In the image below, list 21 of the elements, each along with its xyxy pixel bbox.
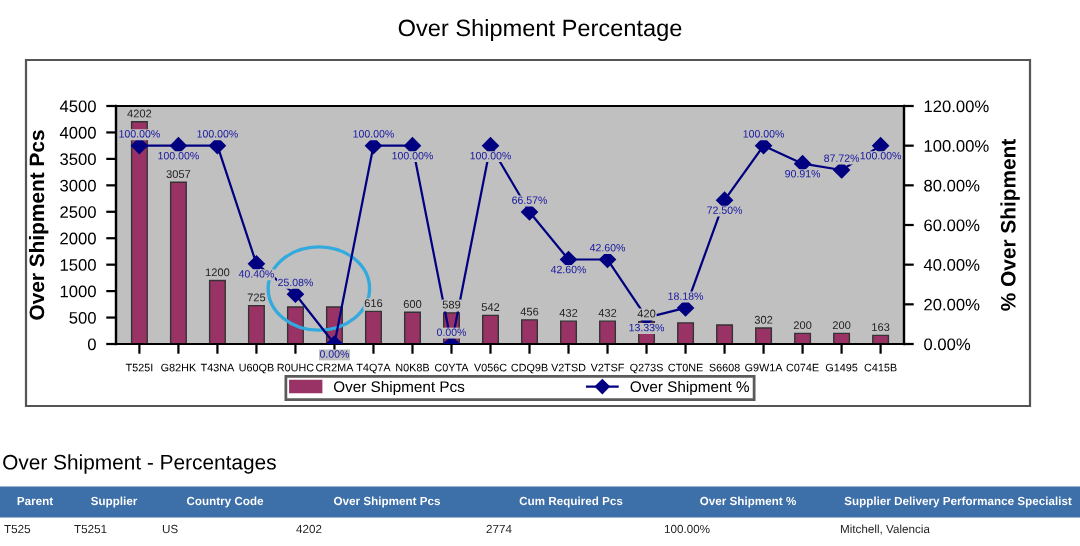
y-axis-title: Over Shipment Pcs [28, 130, 49, 320]
y2-tick-label: 100.00% [924, 140, 989, 152]
y2-tick-label: 40.00% [923, 259, 980, 271]
y-tick-label: 4500 [59, 100, 96, 113]
chart-title: Over Shipment Percentage [398, 19, 682, 41]
y-tick-label: 3000 [60, 179, 96, 192]
y2-tick-label: 0.00% [924, 338, 971, 351]
text: Over Shipment - Percentages [3, 454, 276, 474]
y2-tick-label: 20.00% [924, 298, 980, 311]
y-tick-label: 2000 [60, 232, 96, 245]
y2-tick-label: 120.00% [924, 100, 989, 113]
y-tick-label: 500 [69, 311, 96, 324]
y-tick-label: 4000 [59, 126, 96, 139]
y-tick-label: 1000 [60, 285, 96, 298]
y-tick-label: 1500 [60, 259, 96, 271]
y-tick-label: 2500 [60, 206, 96, 218]
y-tick-label: 3500 [60, 153, 96, 166]
y-tick-label: 0 [87, 338, 96, 351]
y2-axis-title: % Over Shipment [1000, 139, 1020, 311]
y2-tick-label: 80.00% [924, 179, 980, 192]
y2-tick-label: 60.00% [924, 219, 980, 232]
